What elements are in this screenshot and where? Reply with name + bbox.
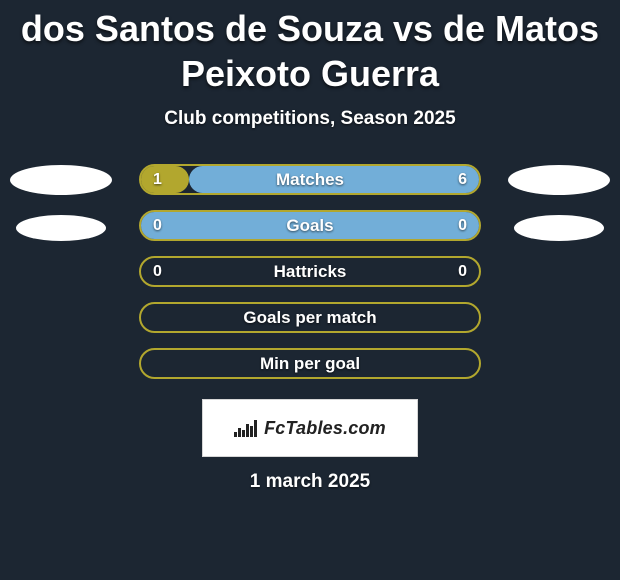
stat-label: Hattricks	[141, 258, 479, 285]
stat-left-value: 0	[153, 258, 162, 285]
stat-bar: Goals per match	[139, 302, 481, 333]
left-photo-slot	[9, 165, 113, 195]
date-label: 1 march 2025	[0, 471, 620, 493]
player-photo-placeholder	[10, 165, 112, 195]
stat-right-value: 6	[458, 166, 467, 193]
stat-label: Goals per match	[141, 304, 479, 331]
watermark-logo: FcTables.com	[202, 399, 418, 457]
stat-rows: 16Matches00Goals00HattricksGoals per mat…	[0, 164, 620, 379]
stat-row: 0 0Hattricks	[9, 256, 611, 287]
stat-right-value: 0	[458, 212, 467, 239]
page-title: dos Santos de Souza vs de Matos Peixoto …	[0, 0, 620, 96]
watermark-text: FcTables.com	[264, 418, 386, 439]
left-photo-slot	[9, 211, 113, 241]
stat-right-value: 0	[458, 258, 467, 285]
player-photo-placeholder	[514, 215, 604, 241]
page-subtitle: Club competitions, Season 2025	[0, 108, 620, 130]
stat-row: Min per goal	[9, 348, 611, 379]
bar-segment-left	[141, 166, 189, 193]
stat-row: Goals per match	[9, 302, 611, 333]
bar-chart-icon	[234, 420, 257, 437]
stat-left-value: 1	[153, 166, 162, 193]
stat-row: 16Matches	[9, 164, 611, 195]
stat-bar: 16Matches	[139, 164, 481, 195]
stat-row: 00Goals	[9, 210, 611, 241]
stat-bar: 0 0Hattricks	[139, 256, 481, 287]
stat-label: Min per goal	[141, 350, 479, 377]
stat-bar: Min per goal	[139, 348, 481, 379]
bar-segment-right	[189, 166, 479, 193]
stat-bar: 00Goals	[139, 210, 481, 241]
player-photo-placeholder	[508, 165, 610, 195]
stat-left-value: 0	[153, 212, 162, 239]
right-photo-slot	[507, 211, 611, 241]
bar-segment-full	[141, 212, 479, 239]
player-photo-placeholder	[16, 215, 106, 241]
right-photo-slot	[507, 165, 611, 195]
